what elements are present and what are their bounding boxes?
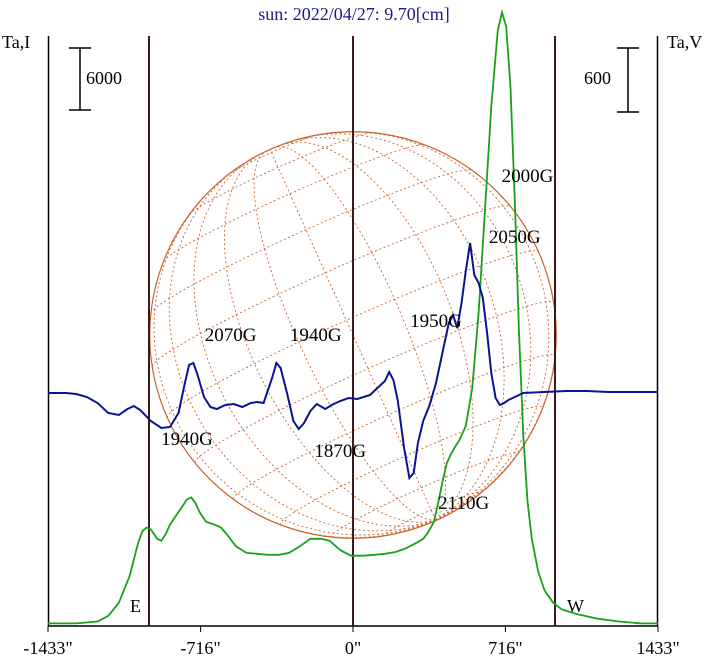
x-tick-label: -1433"	[23, 638, 72, 658]
longitude-line	[435, 251, 557, 521]
x-tick-label: -716"	[180, 638, 220, 658]
latitude-line	[188, 132, 373, 215]
field-strength-label: 1940G	[161, 429, 213, 450]
x-tick-label: 716"	[488, 638, 522, 658]
latitude-line	[279, 405, 544, 526]
left-scale-bar	[69, 47, 91, 111]
series-line-stokes-i	[48, 8, 658, 625]
left-axis-label: Ta,I	[2, 32, 30, 52]
left-scale-label: 6000	[86, 68, 122, 88]
field-strength-label: 2050G	[489, 227, 541, 248]
field-strength-label: 1940G	[290, 325, 342, 346]
field-strength-label: 1870G	[314, 441, 366, 462]
longitude-line	[275, 146, 446, 521]
longitude-line	[269, 149, 437, 521]
west-limb-label: W	[567, 596, 584, 616]
x-tick-label: 1433"	[636, 638, 679, 658]
chart-title: sun: 2022/04/27: 9.70[cm]	[258, 4, 450, 24]
longitude-line	[291, 137, 505, 521]
right-scale-bar	[617, 47, 639, 113]
latitude-line	[331, 452, 518, 538]
series-line-stokes-v	[48, 242, 658, 481]
latitude-line	[150, 169, 473, 314]
longitude-line	[223, 153, 436, 523]
right-axis-label: Ta,V	[667, 32, 702, 52]
solar-disk-grid	[149, 131, 557, 539]
longitude-line	[279, 141, 474, 521]
longitude-line	[329, 131, 550, 521]
latitude-line	[384, 491, 482, 536]
longitude-line	[304, 133, 532, 521]
longitude-line	[253, 151, 436, 521]
longitude-line	[166, 417, 436, 539]
field-strength-label: 2000G	[502, 166, 554, 187]
longitude-line	[193, 159, 436, 527]
field-strength-label: 1950G	[410, 311, 462, 332]
right-scale-label: 600	[584, 68, 611, 88]
longitude-line	[168, 167, 436, 532]
field-strength-label: 2070G	[205, 325, 257, 346]
east-limb-label: E	[130, 596, 141, 616]
x-tick-label: 0"	[345, 638, 361, 658]
field-strength-label: 2110G	[438, 493, 489, 514]
longitude-line	[153, 182, 436, 536]
